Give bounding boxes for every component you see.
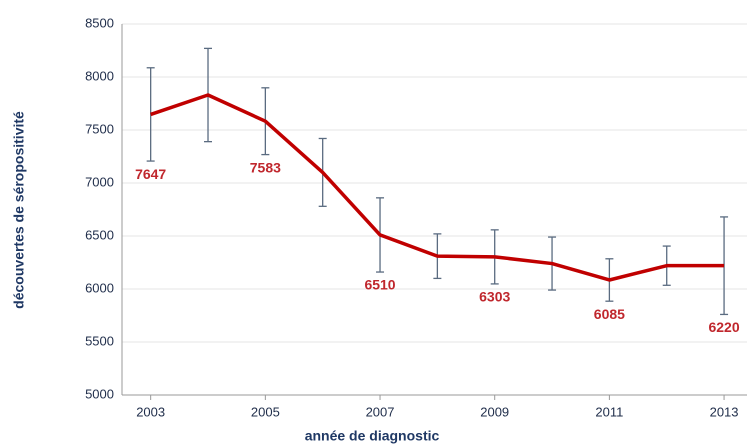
y-tick-label: 5500 <box>85 333 114 348</box>
x-tick-label: 2013 <box>710 404 739 419</box>
value-label: 6220 <box>708 319 739 335</box>
y-tick-label: 7000 <box>85 174 114 189</box>
x-tick-label: 2009 <box>480 404 509 419</box>
value-label: 6085 <box>594 306 625 322</box>
x-tick-label: 2003 <box>136 404 165 419</box>
y-tick-label: 7500 <box>85 121 114 136</box>
data-line <box>150 93 725 282</box>
x-tick-label: 2007 <box>366 404 395 419</box>
value-label: 6510 <box>364 277 395 293</box>
y-tick-label: 6000 <box>85 280 114 295</box>
x-axis-label: année de diagnostic <box>305 428 440 444</box>
y-tick-label: 5000 <box>85 386 114 401</box>
x-tick-label: 2011 <box>595 404 623 419</box>
y-axis-label: découvertes de séropositivité <box>11 111 27 309</box>
value-label: 7647 <box>135 166 166 182</box>
value-label: 7583 <box>250 159 281 175</box>
x-tick-label: 2005 <box>251 404 280 419</box>
y-tick-label: 6500 <box>85 227 114 242</box>
y-tick-label: 8500 <box>85 15 114 30</box>
value-label: 6303 <box>479 289 510 305</box>
y-tick-label: 8000 <box>85 68 114 83</box>
